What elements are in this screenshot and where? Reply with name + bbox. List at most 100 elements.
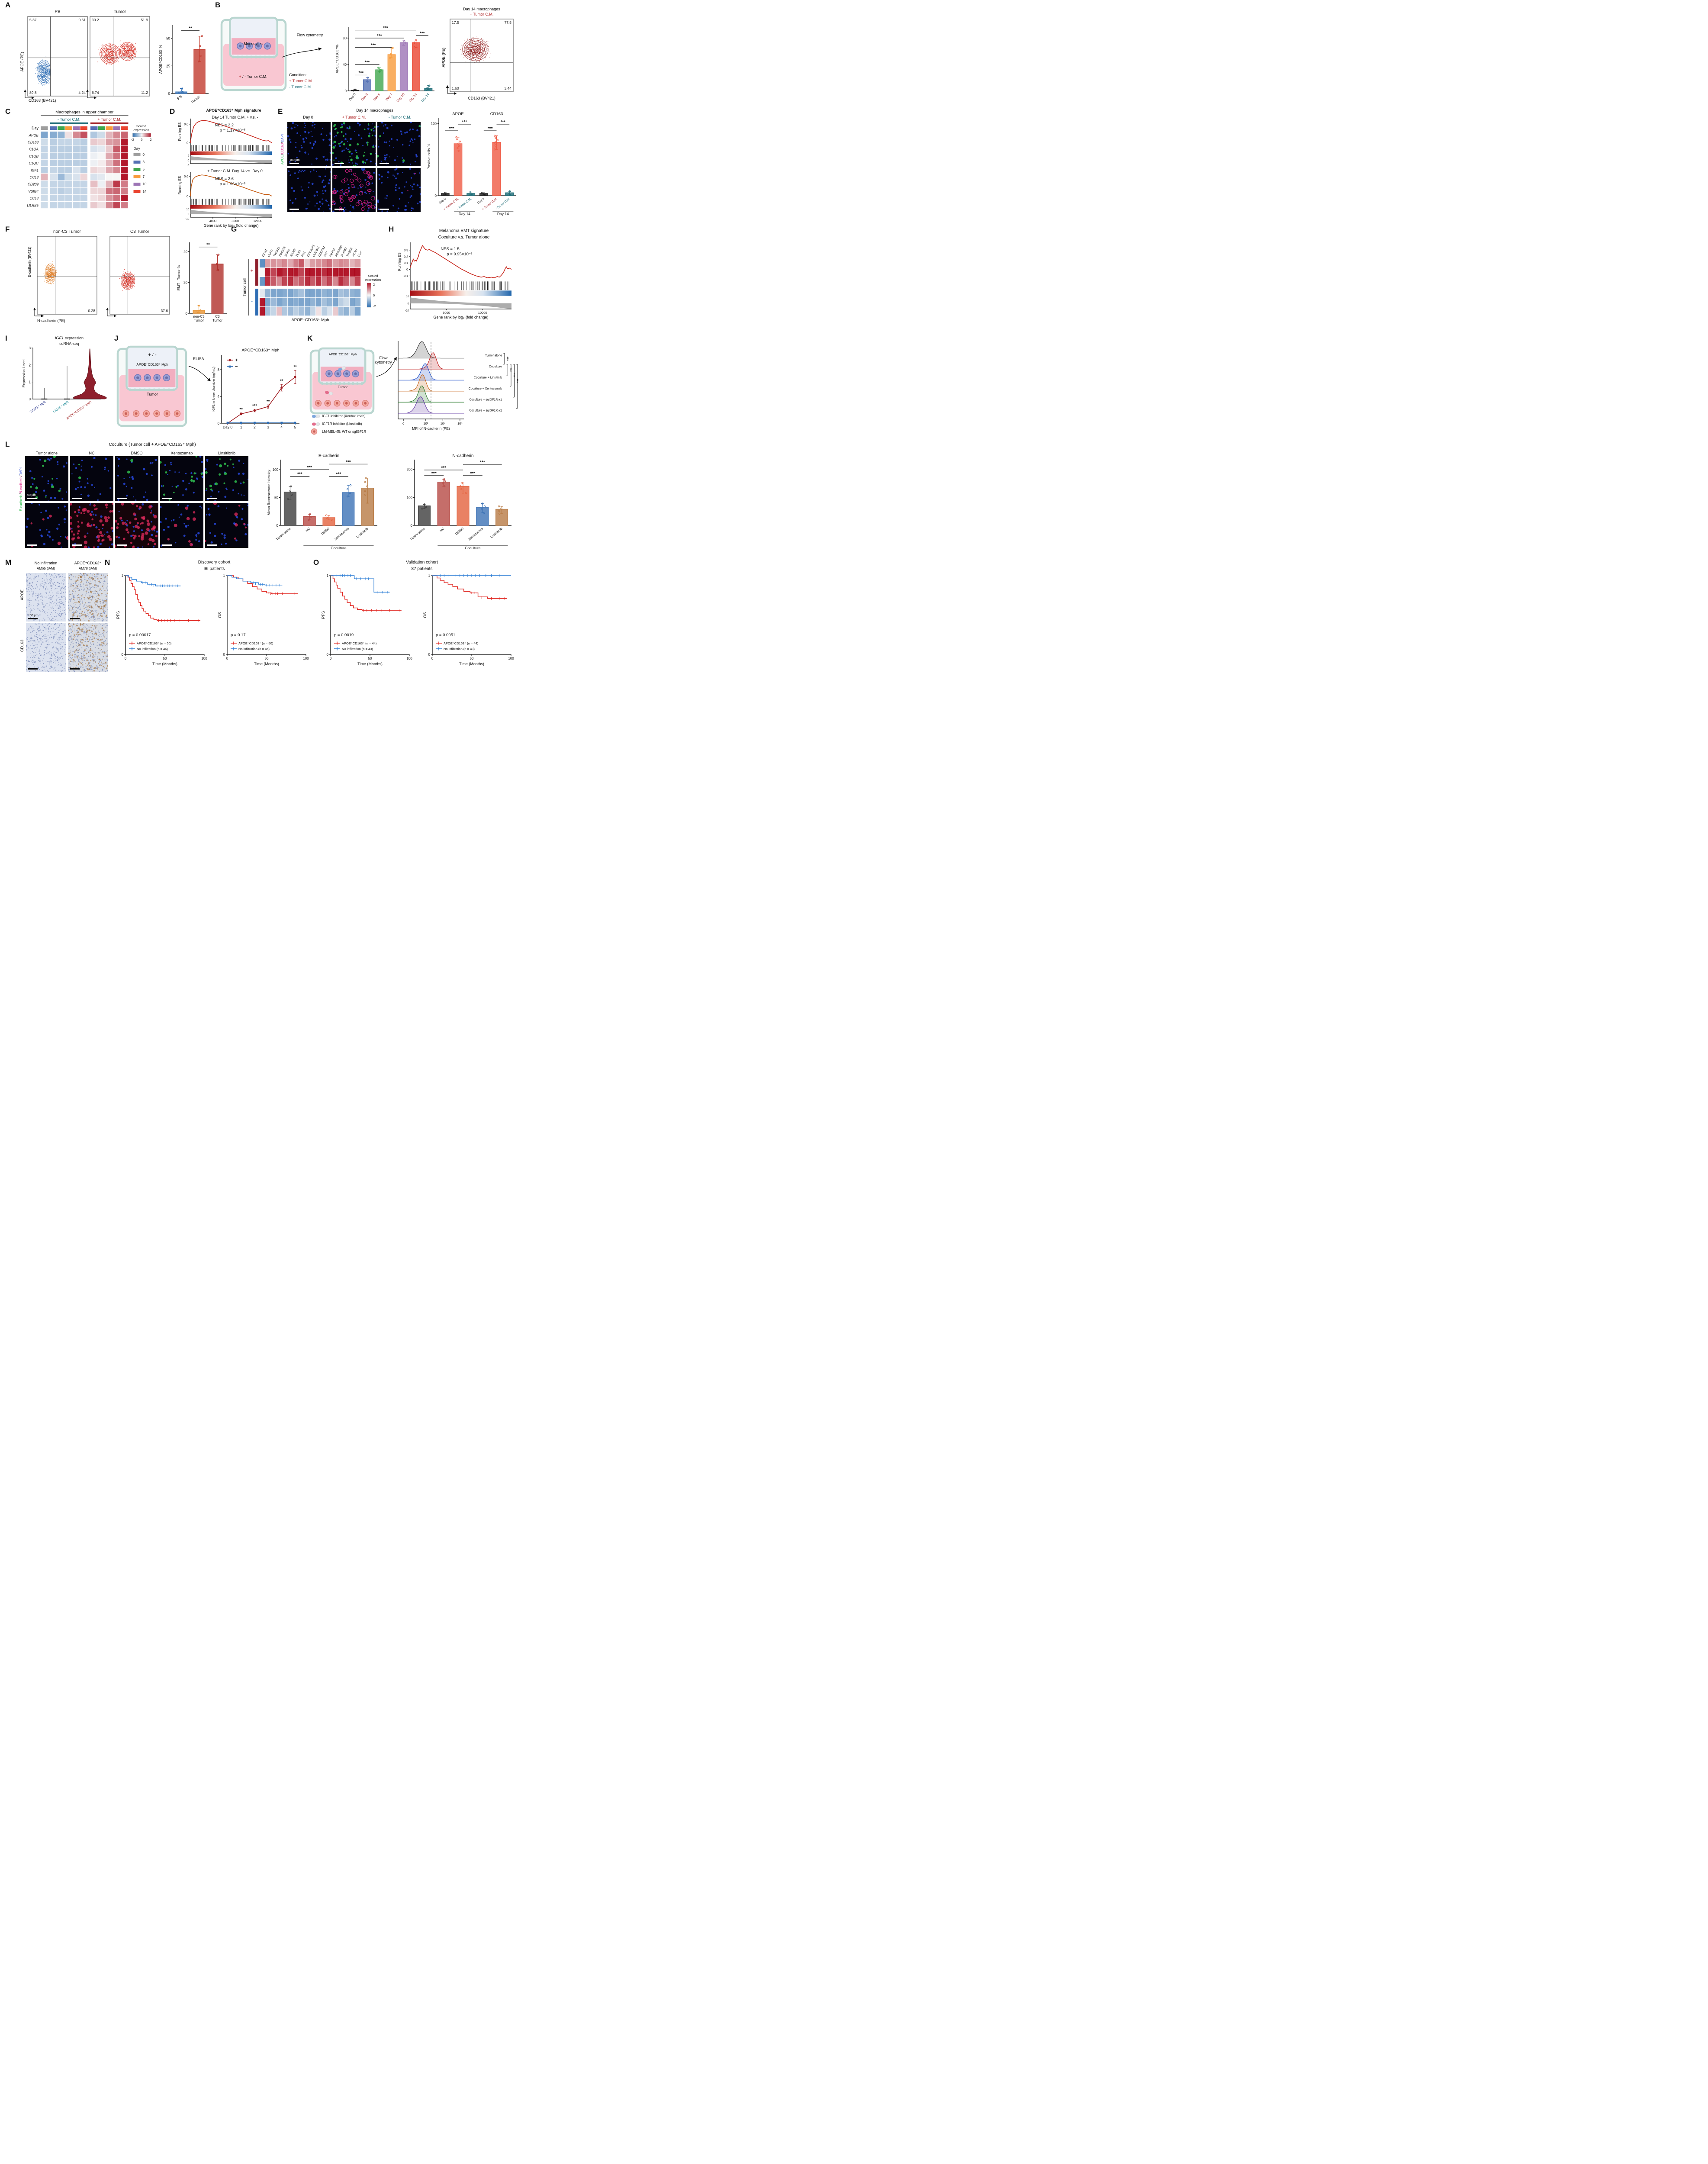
svg-text:***: *** (488, 126, 493, 131)
l-micrograph-r1c2 (115, 503, 158, 548)
svg-text:0: 0 (218, 422, 220, 425)
svg-text:APOE⁺CD163⁺%: APOE⁺CD163⁺% (158, 45, 163, 74)
svg-text:Day: Day (32, 126, 39, 130)
svg-text:TIMP1⁺ Mph: TIMP1⁺ Mph (29, 400, 46, 414)
svg-text:-0.1: -0.1 (403, 275, 408, 278)
j-tumor-label: Tumor (147, 392, 158, 396)
svg-text:0: 0 (143, 153, 145, 157)
flow-plot-b_flow: 17.5 77.5 1.60 3.44 (446, 19, 514, 95)
panel-f-letter: F (5, 225, 10, 233)
k-tumor-label: Tumor (338, 385, 348, 389)
l-micrograph-r1c4 (205, 503, 248, 548)
svg-text:40: 40 (183, 250, 187, 254)
svg-text:77.5: 77.5 (504, 20, 511, 25)
svg-text:Coculture + sgIGF1R #1: Coculture + sgIGF1R #1 (469, 398, 502, 401)
svg-text:+: + (250, 268, 253, 274)
svg-text:***: *** (307, 465, 312, 470)
svg-text:CD163: CD163 (490, 112, 503, 116)
svg-text:Expression Level: Expression Level (22, 360, 26, 388)
svg-text:2: 2 (150, 138, 152, 142)
e-micrograph-r1c0 (287, 168, 331, 212)
svg-text:5: 5 (188, 155, 190, 158)
svg-text:80: 80 (343, 36, 347, 40)
svg-text:89.8: 89.8 (29, 90, 37, 95)
svg-text:EMT⁺ Tumor %: EMT⁺ Tumor % (177, 265, 181, 290)
svg-text:8: 8 (218, 368, 220, 372)
b-flow-title: Day 14 macrophages (463, 7, 500, 11)
svg-text:25: 25 (166, 64, 170, 68)
svg-text:+: + (235, 358, 238, 363)
svg-text:***: *** (383, 26, 388, 31)
e-group-title: Day 14 macrophages (356, 108, 393, 113)
svg-text:0.2: 0.2 (404, 255, 408, 258)
svg-text:***: *** (252, 403, 257, 408)
svg-text:-10: -10 (405, 310, 409, 312)
svg-text:Day 10: Day 10 (396, 93, 405, 103)
panel-i-letter: I (5, 334, 7, 342)
gsea-plot-h_gsea: 0.3 0.2 0.1 0 -0.1 Running ES 10 0 -10 5000 10000G… (398, 242, 512, 319)
svg-text:***: *** (441, 466, 446, 470)
svg-text:***: *** (346, 460, 351, 464)
svg-text:Linsitibnib: Linsitibnib (490, 527, 503, 539)
svg-text:Day 14: Day 14 (459, 212, 470, 216)
f-y-axis-label: E-cadherin (BV421) (28, 247, 32, 277)
flow-pb-title: PB (55, 10, 61, 14)
svg-text:4000: 4000 (209, 219, 217, 223)
svg-text:0: 0 (187, 195, 188, 198)
panel-j-letter: J (114, 334, 119, 342)
svg-text:4: 4 (218, 395, 220, 399)
svg-text:**: ** (280, 379, 283, 383)
svg-text:Day 3: Day 3 (360, 93, 368, 102)
b-flow-y-axis-label: APOE (PE) (441, 48, 446, 68)
n-title: Discovery cohort (198, 560, 231, 565)
panel-a-letter: A (5, 1, 11, 9)
svg-text:***: *** (449, 126, 454, 131)
svg-text:10: 10 (406, 296, 409, 298)
flow-cytometry-label: Flow cytometry (296, 33, 323, 37)
panel-c-letter: C (5, 107, 11, 116)
transwell-b (220, 16, 287, 91)
svg-text:Mean fluorescence intensity: Mean fluorescence intensity (267, 470, 271, 515)
svg-text:0.3: 0.3 (404, 249, 408, 252)
svg-text:0: 0 (141, 138, 143, 142)
svg-text:VSIG4: VSIG4 (28, 190, 39, 193)
svg-text:APOE⁺CD163⁺ Mph: APOE⁺CD163⁺ Mph (241, 348, 279, 353)
svg-text:APOE: APOE (29, 133, 39, 137)
svg-text:-: - (251, 298, 253, 305)
svg-text:***: *** (377, 34, 382, 39)
svg-text:FN1: FN1 (301, 251, 306, 258)
condition-minus-label: - Tumor C.M. (289, 85, 312, 89)
h-title: Melanoma EMT signature (439, 229, 489, 233)
e-micrograph-r0c0: 100 µm (287, 122, 331, 166)
svg-text:51.9: 51.9 (141, 18, 148, 22)
svg-text:p = 1.96×10⁻⁵: p = 1.96×10⁻⁵ (220, 182, 246, 187)
f-title-c3: C3 Tumor (130, 229, 149, 234)
svg-text:Day 0: Day 0 (438, 197, 447, 205)
transwell-k (309, 347, 375, 415)
svg-text:100: 100 (273, 468, 279, 472)
svg-text:MFI of N-cadherin (PE): MFI of N-cadherin (PE) (412, 426, 450, 431)
e-col-minus-cm: - Tumor C.M. (388, 115, 412, 119)
k-legend-igf1r-inhibitor: IGF1R inhibitor (Linsitinib) (322, 422, 362, 426)
svg-text:0: 0 (411, 524, 413, 528)
svg-text:1.60: 1.60 (452, 86, 459, 90)
svg-text:Coculture: Coculture (489, 365, 502, 368)
bar-chart-f_bar: 0 20 40 EMT⁺ Tumor % non-C3 Tumor C3 Tumor ** (177, 242, 227, 322)
svg-text:Running ES: Running ES (178, 122, 182, 141)
svg-text:Gene rank by log₂ (fold change: Gene rank by log₂ (fold change) (203, 223, 258, 228)
svg-text:***: *** (518, 384, 519, 389)
bar-chart-l_bar_ncad: 0 100 200 N-cadherin Tumor alone NC DMSO Xentuz… (407, 454, 511, 550)
panel-o-letter: O (313, 558, 319, 567)
svg-text:**: ** (239, 407, 243, 412)
svg-text:Tumor alone: Tumor alone (275, 527, 292, 541)
svg-text:Day: Day (134, 146, 141, 151)
f-x-axis-label: N-cadherin (PE) (37, 319, 65, 323)
l-micrograph-r0c3 (160, 456, 203, 501)
l-col-nc: NC (89, 451, 95, 455)
m-row1-label: APOE (20, 589, 24, 601)
svg-text:NES = 1.5: NES = 1.5 (441, 247, 460, 251)
svg-text:ZEB1: ZEB1 (295, 249, 302, 258)
